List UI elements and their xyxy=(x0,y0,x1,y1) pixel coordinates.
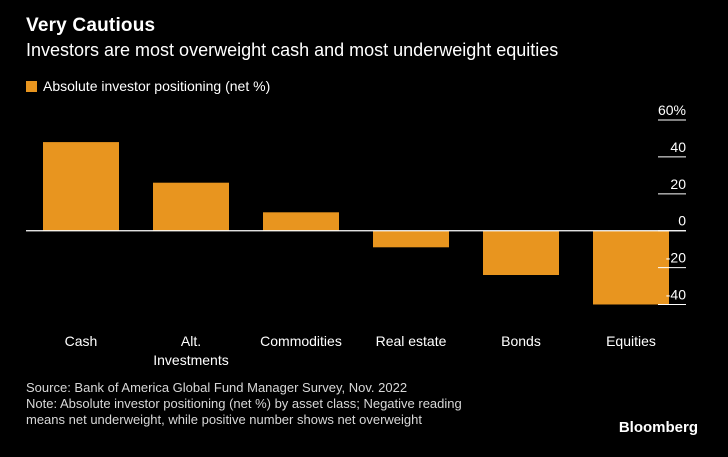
x-category-label: Commodities xyxy=(260,333,342,349)
legend: Absolute investor positioning (net %) xyxy=(26,78,270,94)
y-tick-label: -40 xyxy=(666,287,686,303)
bar-bonds xyxy=(483,230,559,275)
source-note: Source: Bank of America Global Fund Mana… xyxy=(26,380,408,395)
bar-commodities xyxy=(263,212,339,231)
x-category-label: Alt. xyxy=(181,333,201,349)
bar-equities xyxy=(593,230,669,305)
chart-title: Very Cautious xyxy=(26,15,156,36)
bar-cash xyxy=(43,142,119,231)
bar-alt-investments xyxy=(153,182,229,231)
x-category-label: Real estate xyxy=(376,333,447,349)
chart-subtitle: Investors are most overweight cash and m… xyxy=(26,40,559,60)
x-category-label: Investments xyxy=(153,352,228,368)
note-line-1: Note: Absolute investor positioning (net… xyxy=(26,396,462,411)
y-tick-label: -20 xyxy=(666,250,686,266)
legend-label: Absolute investor positioning (net %) xyxy=(43,78,271,94)
y-tick-label: 40 xyxy=(670,139,686,155)
y-tick-label: 0 xyxy=(678,213,686,229)
x-category-label: Cash xyxy=(65,333,98,349)
y-tick-label: 60% xyxy=(658,102,686,118)
bar-real-estate xyxy=(373,230,449,248)
footer: Source: Bank of America Global Fund Mana… xyxy=(26,380,462,428)
y-tick-label: 20 xyxy=(670,176,686,192)
x-category-label: Bonds xyxy=(501,333,541,349)
legend-swatch xyxy=(26,80,37,92)
bloomberg-logo: Bloomberg xyxy=(618,419,698,436)
x-category-label: Equities xyxy=(606,333,656,349)
note-line-2: means net underweight, while positive nu… xyxy=(26,412,422,427)
